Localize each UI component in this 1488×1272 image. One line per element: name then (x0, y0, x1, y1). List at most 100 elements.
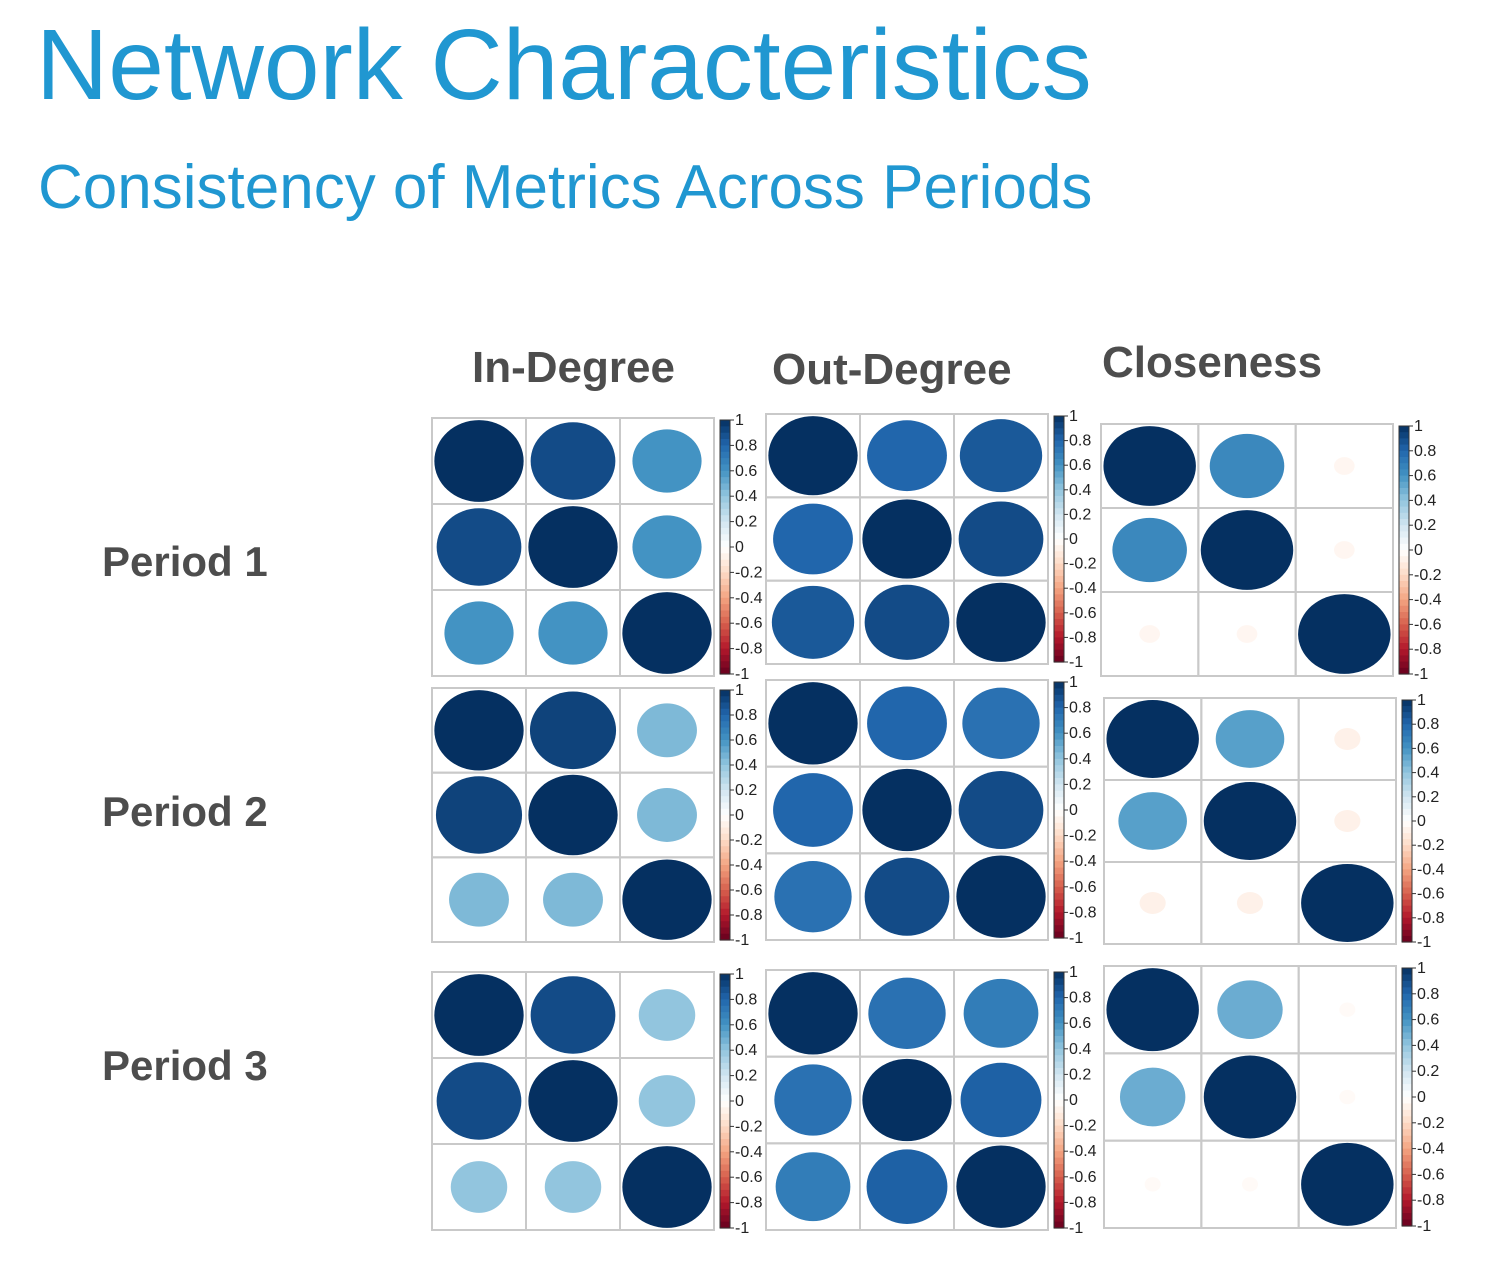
colorbar-segment (1054, 588, 1064, 595)
colorbar-segment (720, 559, 730, 567)
colorbar-tick-label: 0.8 (735, 437, 757, 454)
colorbar-segment (1402, 1148, 1412, 1156)
corr-circle-period-3-in-degree-r0-c1 (530, 976, 616, 1054)
corrplot-period-3-closeness: 1 0.8 0.6 0.4 0.2 0 -0.2 -0.4 -0.6 -0.8 -1 (1103, 960, 1445, 1235)
colorbar-segment (1402, 821, 1412, 828)
colorbar-segment (720, 502, 730, 510)
colorbar-segment (1054, 452, 1064, 460)
colorbar-segment (1054, 594, 1064, 602)
corr-circle-period-1-closeness-r1-c0 (1112, 517, 1187, 583)
colorbar-segment (720, 1145, 730, 1153)
colorbar-segment (720, 696, 730, 704)
colorbar-tick-label: 0.2 (735, 1068, 757, 1085)
colorbar-tick-label: 0.4 (735, 757, 757, 774)
colorbar-segment (1399, 481, 1409, 489)
colorbar-segment (720, 727, 730, 735)
colorbar-segment (1402, 887, 1412, 895)
colorbar-segment (1402, 1200, 1412, 1208)
colorbar-segment (1054, 520, 1064, 528)
colorbar-segment (1399, 605, 1409, 613)
colorbar-segment (720, 1189, 730, 1197)
colorbar-tick-label: -0.4 (1414, 592, 1442, 609)
colorbar-segment (720, 915, 730, 922)
colorbar-segment (1054, 752, 1064, 760)
colorbar-segment (1054, 1048, 1064, 1056)
corr-circle-period-3-in-degree-r1-c0 (436, 1062, 522, 1140)
colorbar-segment (1054, 848, 1064, 856)
colorbar-segment (1399, 543, 1409, 551)
colorbar-tick-label: -0.8 (1069, 1194, 1097, 1211)
colorbar-segment (1054, 416, 1064, 423)
colorbar-tick-label: -0.4 (735, 1144, 763, 1161)
colorbar-tick-label: 0.8 (1069, 433, 1091, 450)
colorbar-segment (1402, 1058, 1412, 1066)
colorbar-segment (1402, 1026, 1412, 1034)
colorbar-segment (1054, 1125, 1064, 1133)
colorbar-segment (1399, 655, 1409, 663)
colorbar-tick-label: 0.8 (1069, 700, 1091, 717)
colorbar-segment (1054, 1029, 1064, 1037)
corr-circle-period-1-out-degree-r0-c1 (867, 420, 947, 492)
colorbar-segment (720, 1024, 730, 1032)
corr-circle-period-1-closeness-r0-c0 (1103, 426, 1196, 506)
colorbar-segment (1402, 766, 1412, 774)
corr-circle-period-2-closeness-r0-c1 (1215, 710, 1285, 768)
colorbar-segment (1054, 1164, 1064, 1171)
corr-circle-period-3-out-degree-r0-c2 (963, 978, 1039, 1048)
colorbar-tick-label: 0.6 (1417, 1012, 1439, 1029)
colorbar-segment (720, 1043, 730, 1051)
colorbar-tick-label: -0.4 (1069, 853, 1097, 870)
corr-circle-period-2-in-degree-r0-c2 (637, 703, 697, 758)
colorbar-segment (1402, 1155, 1412, 1163)
colorbar-segment (1054, 612, 1064, 620)
colorbar-segment (1054, 477, 1064, 485)
colorbar-segment (1054, 874, 1064, 881)
colorbar-tick-label: 0.4 (735, 1042, 757, 1059)
colorbar-segment (720, 1177, 730, 1185)
colorbar-segment (1399, 512, 1409, 520)
colorbar-tick-label: 0.6 (1069, 725, 1091, 742)
colorbar-tick-label: -0.4 (1069, 1143, 1097, 1160)
colorbar-tick-label: 1 (735, 682, 744, 699)
colorbar-segment (1054, 1093, 1064, 1101)
page-subtitle: Consistency of Metrics Across Periods (38, 153, 1093, 222)
colorbar-segment (1054, 771, 1064, 779)
colorbar-tick-label: -0.6 (1069, 605, 1097, 622)
colorbar-segment (720, 980, 730, 988)
colorbar-segment (1402, 987, 1412, 995)
row-label-period-1: Period 1 (102, 538, 268, 585)
colorbar-segment (1402, 1180, 1412, 1188)
corr-circle-period-1-out-degree-r1-c2 (958, 501, 1044, 577)
colorbar-segment (1399, 519, 1409, 526)
colorbar-segment (720, 547, 730, 554)
colorbar-tick-label: -0.6 (1417, 1166, 1445, 1183)
corr-circle-period-2-in-degree-r1-c1 (528, 774, 618, 856)
colorbar-tick-label: 0.2 (1414, 517, 1436, 534)
colorbar-segment (1402, 968, 1412, 976)
colorbar-segment (1054, 1074, 1064, 1082)
colorbar-segment (1054, 1106, 1064, 1114)
corr-circle-period-2-out-degree-r0-c0 (768, 682, 858, 765)
colorbar-segment (720, 1031, 730, 1039)
corr-circle-period-1-in-degree-r1-c2 (632, 515, 702, 579)
colorbar-tick-label: 0.4 (1069, 482, 1091, 499)
colorbar-segment (1054, 1010, 1064, 1018)
colorbar-segment (1399, 426, 1409, 433)
colorbar-segment (1054, 459, 1064, 466)
grid-cell (619, 1143, 715, 1231)
colorbar-tick-label: 0.4 (1069, 751, 1091, 768)
corr-circle-period-3-out-degree-r1-c2 (960, 1062, 1042, 1138)
colorbar-tick-label: -0.8 (1417, 910, 1445, 927)
colorbar-tick-label: 0.4 (1417, 1037, 1439, 1054)
colorbar-segment (1054, 1042, 1064, 1050)
colorbar-segment (1054, 483, 1064, 491)
colorbar-tick-label: -0.6 (1069, 1169, 1097, 1186)
colorbar-segment (1402, 1167, 1412, 1175)
colorbar-segment (1054, 637, 1064, 645)
colorbar-segment (1402, 935, 1412, 943)
corrplot-period-1-in-degree: 1 0.8 0.6 0.4 0.2 0 -0.2 -0.4 -0.6 -0.8 -1 (431, 412, 763, 683)
colorbar-tick-label: 0.6 (735, 463, 757, 480)
colorbar-segment (1402, 1000, 1412, 1008)
colorbar-tick-label: -0.6 (1069, 879, 1097, 896)
colorbar-segment (1402, 784, 1412, 792)
